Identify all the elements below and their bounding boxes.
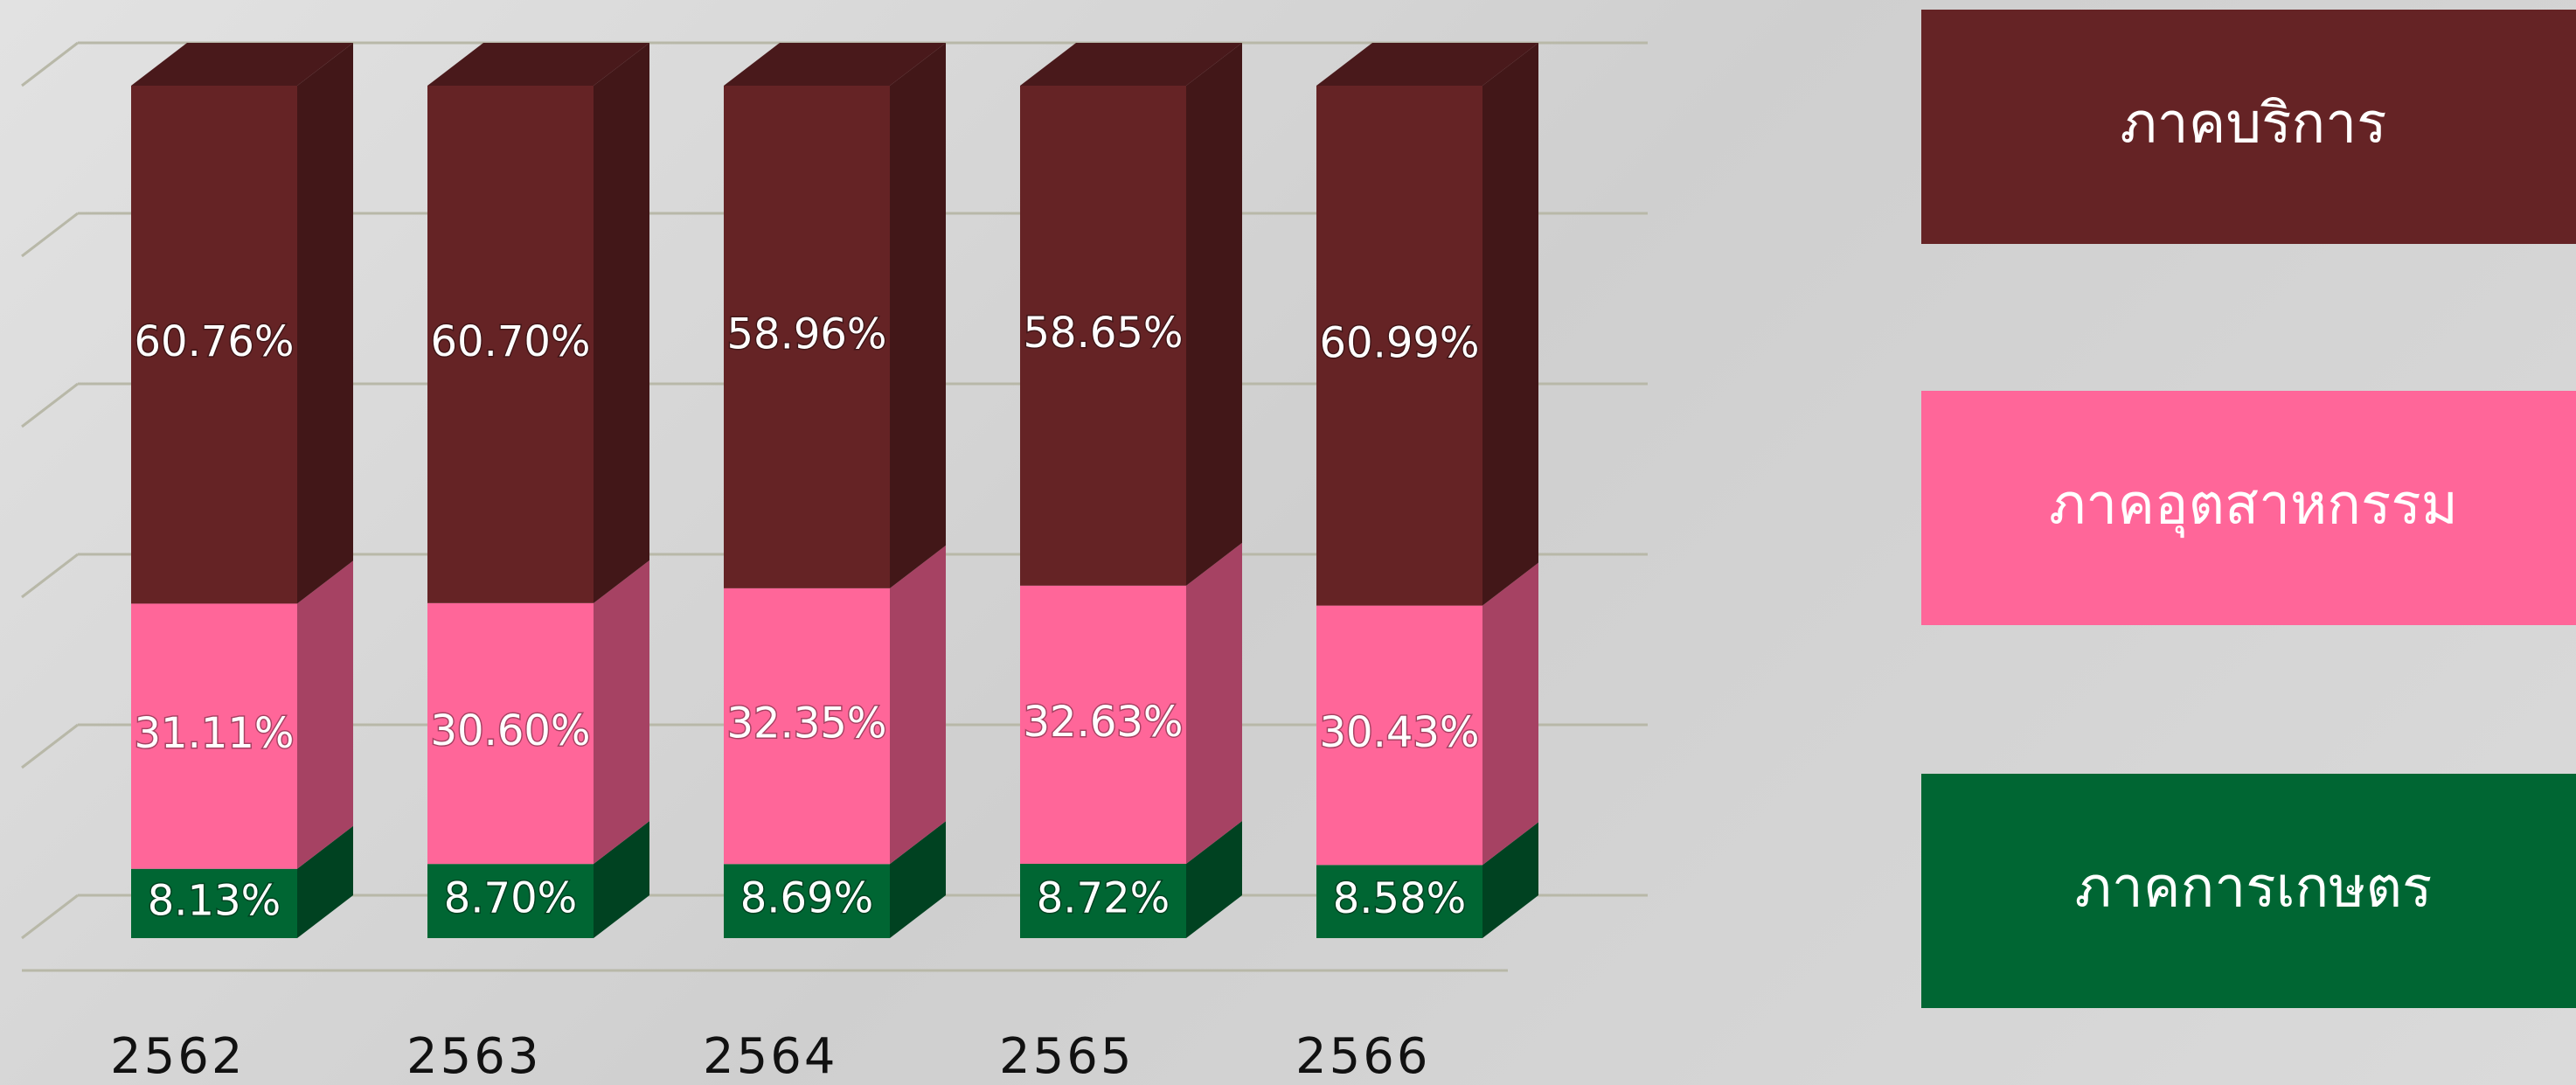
bar-top: [1316, 43, 1538, 86]
x-tick-label: 2562: [110, 1028, 246, 1085]
value-label: 8.70%: [444, 874, 577, 923]
bar-side: [1482, 562, 1538, 866]
value-label: 30.60%: [430, 706, 590, 755]
bar-front: [131, 86, 297, 604]
bar-front: [131, 603, 297, 869]
bar-front: [427, 864, 594, 938]
bar-side: [594, 821, 649, 938]
bar-front: [724, 86, 890, 588]
bar-front: [724, 588, 890, 865]
bar-front: [1020, 585, 1186, 864]
bar-side: [297, 43, 353, 604]
bar-top: [1020, 43, 1242, 86]
x-tick-label: 2565: [999, 1028, 1135, 1085]
bar-side: [1186, 820, 1242, 938]
value-label: 8.72%: [1037, 873, 1170, 922]
bar-front: [427, 602, 594, 865]
bar-top: [724, 43, 946, 86]
bar-side: [890, 545, 946, 865]
bar-front: [1316, 605, 1482, 866]
legend-swatch: [1921, 10, 2576, 244]
bar-front: [1316, 865, 1482, 938]
x-tick-label: 2566: [1295, 1028, 1431, 1085]
bar-side: [297, 560, 353, 869]
grid-line-side: [21, 553, 79, 599]
bar-front: [724, 864, 890, 938]
value-label: 8.58%: [1333, 874, 1466, 923]
grid-line-side: [21, 723, 79, 769]
legend-swatch: [1921, 391, 2576, 625]
value-label: 31.11%: [134, 709, 294, 758]
bar-side: [1186, 43, 1242, 586]
bar-top: [427, 43, 649, 86]
x-tick-label: 2564: [703, 1028, 838, 1085]
grid-line-side: [21, 382, 79, 428]
x-tick-label: 2563: [406, 1028, 542, 1085]
bar-side: [1186, 542, 1242, 864]
bar-front: [1020, 86, 1186, 586]
legend-label: ภาคอุตสาหกรรม: [2049, 473, 2458, 539]
grid-line-side: [21, 894, 79, 940]
bar-front: [427, 86, 594, 603]
value-label: 58.96%: [726, 310, 886, 358]
bar-front: [131, 868, 297, 938]
grid-line-side: [21, 41, 79, 87]
bar-top: [131, 43, 353, 86]
bar-front: [1316, 86, 1482, 606]
legend-label: ภาคการเกษตร: [2075, 856, 2433, 921]
bar-front: [1020, 863, 1186, 938]
value-label: 8.69%: [740, 874, 873, 923]
value-label: 60.70%: [430, 317, 590, 366]
bar-side: [594, 560, 649, 865]
legend-swatch: [1921, 774, 2576, 1008]
bar-side: [594, 43, 649, 603]
bar-side: [1482, 43, 1538, 606]
legend-label: ภาคบริการ: [2121, 92, 2387, 156]
grid-line-side: [21, 212, 79, 258]
value-label: 60.99%: [1319, 318, 1479, 367]
bar-side: [297, 825, 353, 938]
value-label: 58.65%: [1023, 309, 1183, 358]
bar-side: [1482, 822, 1538, 938]
value-label: 60.76%: [134, 317, 294, 366]
value-label: 32.63%: [1023, 698, 1183, 747]
bar-side: [890, 43, 946, 588]
value-label: 8.13%: [148, 876, 281, 925]
value-label: 30.43%: [1319, 708, 1479, 757]
value-label: 32.35%: [726, 699, 886, 748]
bar-side: [890, 821, 946, 938]
